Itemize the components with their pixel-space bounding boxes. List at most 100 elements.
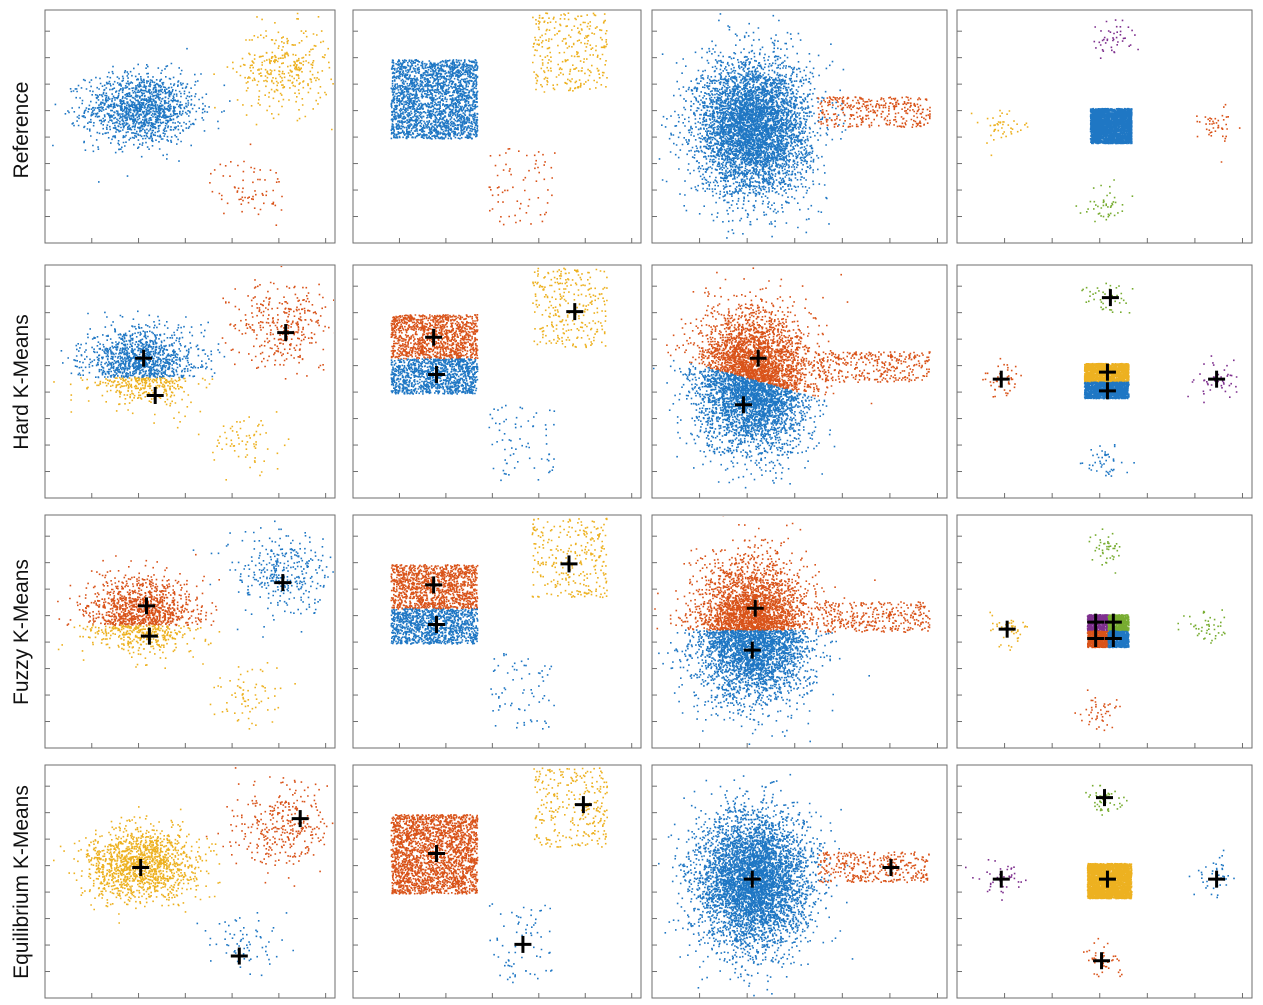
centroid-marker: [277, 324, 295, 342]
scatter-panel: [44, 9, 336, 244]
centroid-marker: [274, 574, 292, 592]
centroid-marker: [749, 349, 767, 367]
panel-frame: [352, 764, 642, 999]
blue-cluster-points: [1188, 849, 1235, 899]
centroid-marker: [146, 386, 164, 404]
yellow-cluster-points: [179, 410, 290, 481]
centroid-marker: [140, 627, 158, 645]
points: [654, 516, 931, 745]
points: [658, 13, 931, 239]
scatter-panels: [44, 9, 1253, 999]
orange-cluster-points: [205, 767, 334, 887]
yellow-cluster-points: [213, 12, 334, 131]
row-label-equilibrium-k-means: Equilibrium K-Means: [10, 785, 33, 979]
orange-cluster-points: [654, 516, 876, 631]
yellow-cluster-points: [989, 611, 1028, 651]
centroid-marker: [734, 396, 752, 414]
blue-cluster-points: [52, 47, 231, 183]
centroid-marker: [425, 328, 443, 346]
points: [53, 266, 334, 481]
orange-cluster-points: [57, 553, 220, 627]
orange-cluster-points: [817, 351, 931, 383]
scatter-panel: [651, 514, 948, 749]
row-label-reference: Reference: [10, 82, 33, 179]
centroid-marker: [1098, 382, 1116, 400]
centroid-marker: [1208, 870, 1226, 888]
centroid-marker: [992, 370, 1010, 388]
yellow-cluster-points: [1086, 862, 1133, 900]
orange-cluster-points: [390, 314, 479, 360]
scatter-panel: [956, 764, 1253, 999]
points: [390, 12, 608, 226]
centroid-marker: [428, 616, 446, 634]
scatter-panel: [352, 764, 642, 999]
purple-cluster-points: [965, 859, 1027, 901]
blue-cluster-points: [60, 310, 226, 379]
panel-frame: [44, 764, 336, 999]
blue-cluster-points: [390, 59, 479, 140]
orange-cluster-points: [817, 851, 930, 884]
blue-cluster-points: [196, 912, 294, 977]
scatter-panel: [956, 514, 1253, 749]
points: [57, 520, 334, 730]
blue-cluster-points: [390, 608, 479, 645]
centroid-marker: [135, 349, 153, 367]
scatter-panel: [651, 264, 948, 499]
orange-cluster-points: [817, 601, 931, 633]
panel-frame: [352, 514, 642, 749]
centroid-marker: [1087, 613, 1105, 631]
green-cluster-points: [1088, 528, 1121, 574]
blue-cluster-points: [658, 629, 870, 745]
scatter-panel: [44, 514, 336, 749]
centroid-marker: [428, 845, 446, 863]
scatter-panel: [651, 9, 948, 244]
scatter-panel: [956, 9, 1253, 244]
centroid-marker: [746, 599, 764, 617]
blue-cluster-points: [658, 13, 847, 239]
points: [390, 267, 608, 482]
green-cluster-points: [1085, 784, 1128, 816]
panel-frame: [44, 264, 336, 499]
centroid-marker: [291, 810, 309, 828]
centroid-marker: [514, 935, 532, 953]
centroid-marker: [1104, 613, 1122, 631]
purple-cluster-points: [1093, 19, 1139, 59]
yellow-cluster-points: [53, 806, 221, 924]
centroid-marker: [1104, 629, 1122, 647]
centroid-marker: [574, 796, 592, 814]
row-label-fuzzy-k-means: Fuzzy K-Means: [10, 559, 33, 705]
points: [970, 19, 1241, 223]
scatter-panel: [352, 9, 642, 244]
points: [653, 267, 931, 489]
centroid-marker: [560, 555, 578, 573]
centroid-marker: [428, 366, 446, 384]
panel-frame: [352, 264, 642, 499]
row-labels: Reference Hard K-Means Fuzzy K-Means Equ…: [10, 82, 33, 979]
scatter-panel: [651, 764, 948, 999]
centroid-marker: [743, 870, 761, 888]
blue-cluster-points: [653, 359, 836, 489]
scatter-panel: [44, 764, 336, 999]
points: [52, 12, 334, 226]
centroid-marker: [138, 597, 155, 615]
centroid-marker: [132, 859, 150, 877]
centroid-marker: [998, 620, 1016, 638]
row-label-hard-k-means: Hard K-Means: [10, 314, 33, 449]
centroid-marker: [882, 859, 900, 877]
centroid-marker: [1101, 289, 1119, 307]
blue-cluster-points: [390, 358, 479, 395]
panel-frame: [651, 514, 948, 749]
centroid-marker: [1093, 952, 1111, 970]
centroid-marker: [1098, 870, 1116, 888]
blue-cluster-points: [1089, 107, 1133, 145]
yellow-cluster-points: [533, 767, 608, 848]
panel-frame: [651, 764, 948, 999]
orange-cluster-points: [221, 266, 334, 380]
centroid-marker: [566, 303, 584, 321]
blue-cluster-points: [658, 773, 854, 997]
centroid-marker: [230, 947, 248, 965]
orange-cluster-points: [817, 96, 931, 128]
centroid-marker: [1098, 363, 1116, 381]
centroid-marker: [1096, 789, 1113, 807]
